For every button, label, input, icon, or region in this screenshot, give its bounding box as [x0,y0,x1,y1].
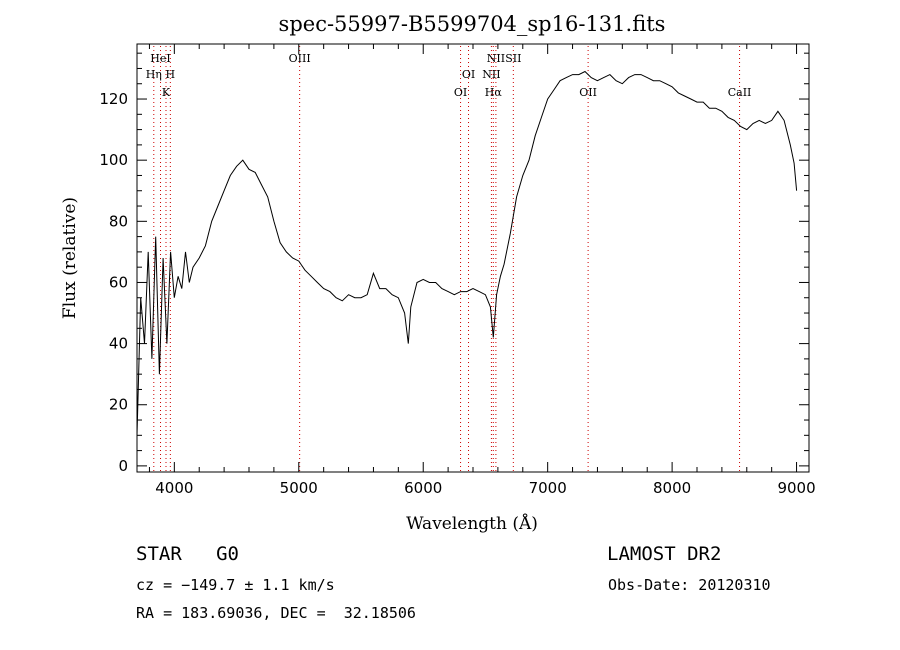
plot-frame [136,43,810,473]
line-marker-label: OII [579,86,597,99]
y-tick-label: 0 [118,457,128,475]
line-marker-label: OIII [289,52,311,65]
line-markers [153,46,741,472]
line-marker-label: HeI [150,52,170,65]
x-axis-label: Wavelength (Å) [406,513,538,534]
line-marker-label: Hα [485,86,503,99]
y-tick-label: 40 [109,335,128,353]
y-tick-label: 20 [109,396,128,414]
y-tick-label: 80 [109,212,128,230]
line-marker-label: NII [487,52,505,65]
y-axis-label: Flux (relative) [60,197,80,319]
object-class: STAR G0 [136,543,239,565]
line-marker-label: H [166,68,176,81]
x-tick-label: 5000 [280,479,318,497]
chart-title: spec-55997-B5599704_sp16-131.fits [279,12,666,36]
line-marker-label: OI [454,86,467,99]
spectrum-line [136,70,798,436]
survey-name: LAMOST DR2 [607,543,722,565]
x-tick-label: 9000 [777,479,815,497]
axis-ticks: 4000 5000 6000 7000 8000 9000 0 20 40 60 80 100 120 [99,44,816,497]
line-marker-label: NII [482,68,500,81]
y-tick-label: 100 [99,151,128,169]
line-marker-label: CaII [728,86,752,99]
coordinates-text: RA = 183.69036, DEC = 32.18506 [136,604,416,622]
x-tick-label: 7000 [529,479,567,497]
subclass-text: G0 [216,543,239,565]
line-marker-label: Hη [146,68,162,81]
x-tick-label: 8000 [653,479,691,497]
line-marker-label: SII [505,52,521,65]
obs-date: Obs-Date: 20120310 [608,576,771,594]
y-tick-label: 120 [99,90,128,108]
class-text: STAR [136,543,182,565]
x-tick-label: 6000 [404,479,442,497]
redshift-text: cz = −149.7 ± 1.1 km/s [136,576,335,594]
line-marker-label: K [162,86,171,99]
line-marker-label: OI [462,68,475,81]
x-tick-label: 4000 [155,479,193,497]
y-tick-label: 60 [109,273,128,291]
